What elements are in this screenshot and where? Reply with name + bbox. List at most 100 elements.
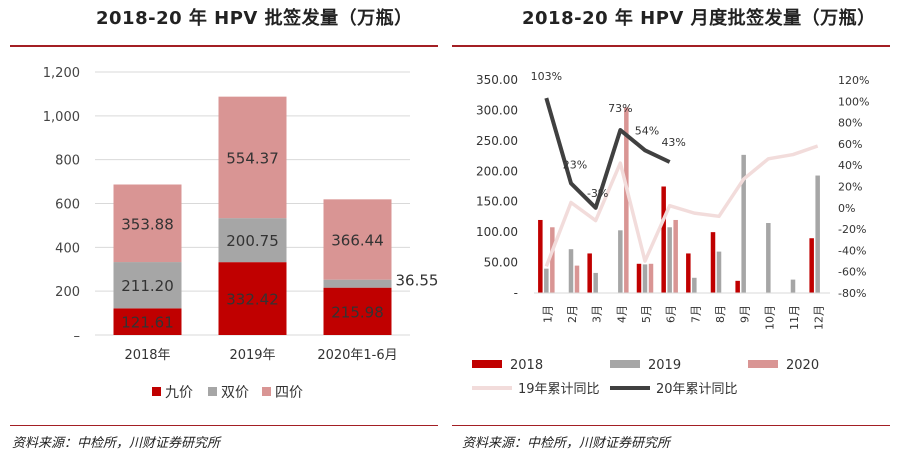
y-tick-label: 600 [55,198,80,213]
legend-label: 四价 [275,385,303,401]
x-tick-label: 8月 [714,305,727,323]
line-data-label: -3% [587,187,608,200]
bar [568,249,574,293]
bar [593,272,598,293]
bar-segment [218,218,287,263]
y2-tick-label: -80% [838,287,866,300]
right-chart: - 50.00 100.00 150.00 200.00 250.00 300.00 350.… [472,70,869,397]
left-chart-title: 2018-20 年 HPV 批签发量（万瓶） [96,8,413,29]
x-tick-label: 11月 [788,305,801,330]
legend-swatch [262,387,271,396]
line-data-label: 23% [563,158,587,171]
y-tick-label: 300.00 [476,103,518,117]
x-tick-label: 2018年 [124,348,170,363]
y-tick-label: 200.00 [476,164,518,178]
line-data-label: 103% [531,70,562,83]
y-tick-label: 50.00 [484,256,518,270]
y-tick-label: 350.00 [476,73,518,87]
y-tick-label: 200 [55,285,80,300]
bar [673,219,678,293]
right-source-rule [452,425,890,426]
legend-swatch [208,387,217,396]
y-tick-label: 800 [55,154,80,169]
bar [716,251,722,293]
bar [815,175,820,293]
y2-tick-label: -20% [838,223,866,236]
x-tick-label: 7月 [689,305,702,323]
bar [618,230,623,293]
x-tick-label: 12月 [813,305,826,330]
x-tick-label: 5月 [640,305,653,323]
legend-label: 2020 [786,358,819,373]
y-tick-label: 150.00 [476,195,518,209]
y-tick-label: 100.00 [476,225,518,239]
bar [809,238,814,293]
bar [661,186,666,293]
bar [735,280,740,293]
legend-label: 19年累计同比 [518,382,600,397]
legend-label: 2018 [510,358,543,373]
x-tick-label: 10月 [763,305,776,330]
bar-segment [113,184,182,263]
bar [544,268,549,293]
x-tick-label: 3月 [591,305,604,323]
right-panel: 2018-20 年 HPV 月度批签发量（万瓶） - 50.00 100.00 150… [452,0,898,459]
y-tick-label: 1,200 [43,66,80,81]
legend-label: 九价 [165,385,193,401]
data-label: 36.55 [396,272,439,290]
data-label: 366.44 [331,231,384,249]
y-tick-label: 400 [55,241,80,256]
legend-label: 双价 [221,385,249,401]
line-data-label: 54% [635,124,659,137]
bar [648,263,654,293]
bar [550,227,555,293]
y-tick-label: 1,000 [43,110,80,125]
bar-segment [113,308,182,335]
bar-segment [218,262,287,335]
y-tick-label: – [74,329,81,344]
x-tick-label: 4月 [615,305,628,323]
y2-tick-label: 20% [838,181,862,194]
data-label: 332.42 [226,291,279,309]
bar [692,277,697,293]
left-title-rule [10,45,438,47]
left-chart: – 200 400 600 800 1,000 1,200 121.61 211.20 353.8… [43,66,439,401]
data-label: 353.88 [121,215,174,233]
data-label: 554.37 [226,149,279,167]
data-label: 121.61 [121,314,174,332]
bar-segment [218,96,287,219]
x-tick-label: 2020年1-6月 [317,348,397,363]
bar-segment [323,279,392,288]
data-label: 211.20 [121,277,174,295]
y2-tick-label: 120% [838,74,869,87]
y2-tick-label: 0% [838,202,855,215]
bar-segment [113,262,182,309]
legend-label: 2019 [648,358,681,373]
x-tick-label: 2月 [566,305,579,323]
legend-swatch [610,360,640,368]
right-title-rule [452,45,890,47]
right-source-note: 资料来源：中检所，川财证券研究所 [462,436,671,451]
left-source-note: 资料来源：中检所，川财证券研究所 [12,436,221,451]
left-source-rule [10,425,438,426]
right-chart-title: 2018-20 年 HPV 月度批签发量（万瓶） [522,8,876,29]
bar-segment [323,287,392,335]
y2-tick-label: 100% [838,95,869,108]
y2-tick-label: 40% [838,159,862,172]
y2-tick-label: 80% [838,117,862,130]
x-tick-label: 2019年 [229,348,275,363]
bar [790,279,796,293]
bar [741,154,746,293]
line-data-label: 43% [661,136,685,149]
x-tick-label: 1月 [541,305,554,323]
bar [624,107,629,293]
data-label: 200.75 [226,232,279,250]
bar [710,232,716,293]
y2-tick-label: -60% [838,266,866,279]
legend-label: 20年累计同比 [656,382,738,397]
y2-tick-label: 60% [838,138,862,151]
bar [587,253,592,293]
left-panel: 2018-20 年 HPV 批签发量（万瓶） – 200 400 600 800 1,00… [0,0,445,459]
bar [642,264,648,293]
bar [538,219,543,293]
